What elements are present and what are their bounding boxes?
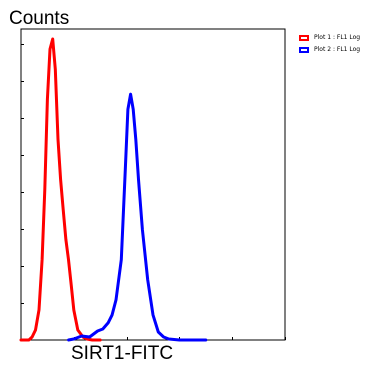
x-axis-label: SIRT1-FITC xyxy=(71,343,174,364)
legend-swatch-blue xyxy=(299,46,309,53)
legend: Plot 1 : FL1 Log Plot 2 : FL1 Log xyxy=(299,32,360,56)
histogram-curves xyxy=(19,37,208,342)
legend-item-plot2: Plot 2 : FL1 Log xyxy=(299,44,360,55)
legend-item-plot1: Plot 1 : FL1 Log xyxy=(299,32,360,43)
y-axis-label: Counts xyxy=(9,8,70,29)
legend-swatch-red xyxy=(299,34,309,41)
plot-frame xyxy=(20,28,286,341)
axes xyxy=(20,28,286,341)
legend-label-plot2: Plot 2 : FL1 Log xyxy=(314,46,361,53)
histogram-curve-plot2 xyxy=(67,92,208,342)
histogram-curve-plot1 xyxy=(19,37,102,342)
legend-label-plot1: Plot 1 : FL1 Log xyxy=(314,34,361,41)
